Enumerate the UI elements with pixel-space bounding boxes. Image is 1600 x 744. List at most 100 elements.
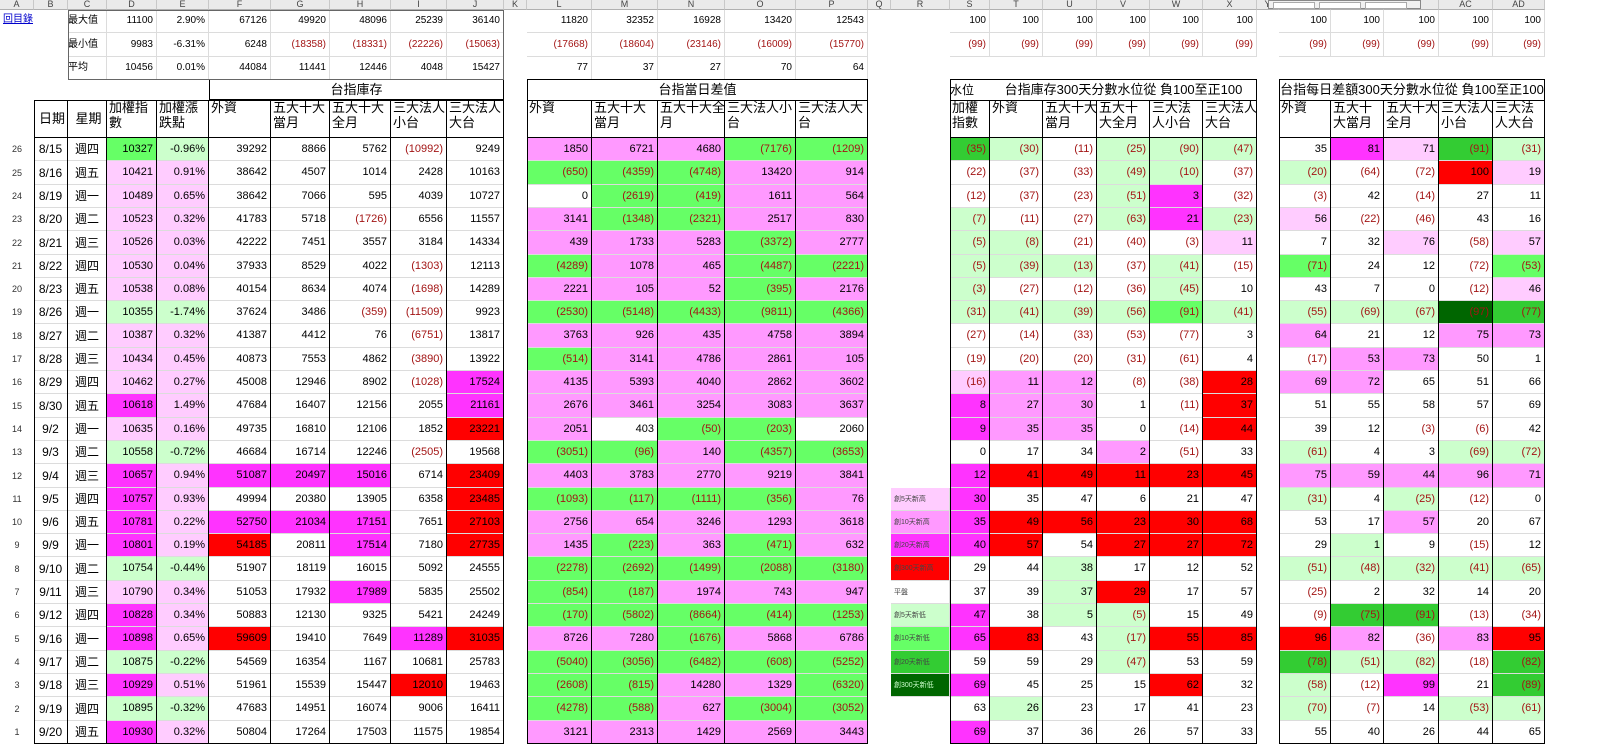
cell-z[interactable]: 69 <box>1279 371 1331 394</box>
cell-x[interactable]: 57 <box>1203 581 1257 604</box>
cell-j[interactable]: 9923 <box>447 301 504 324</box>
cell-ad[interactable]: (89) <box>1493 674 1545 697</box>
cell-e[interactable]: 0.65% <box>157 185 209 208</box>
row-number[interactable]: 24 <box>0 185 34 208</box>
cell-v[interactable]: 27 <box>1097 534 1150 557</box>
cell-i[interactable]: 6358 <box>391 488 447 511</box>
row-number[interactable]: 4 <box>0 651 34 674</box>
cell-p[interactable]: 632 <box>796 534 868 557</box>
cell-n[interactable]: (4748) <box>658 161 725 185</box>
cell-w[interactable]: 17 <box>1150 581 1203 604</box>
cell-x[interactable]: 68 <box>1203 511 1257 534</box>
cell-e[interactable]: 1.49% <box>157 394 209 418</box>
cell-p[interactable]: 3894 <box>796 324 868 348</box>
cell-u[interactable]: 37 <box>1043 581 1097 604</box>
cell-b[interactable]: 8/29 <box>34 371 68 394</box>
cell-aa[interactable]: 21 <box>1331 324 1384 348</box>
cell-s[interactable]: 40 <box>950 534 990 557</box>
cell-ac[interactable]: (12) <box>1439 488 1493 511</box>
cell-d[interactable]: 10421 <box>107 161 157 185</box>
cell-ab[interactable]: (82) <box>1384 651 1439 674</box>
cell-p[interactable]: (3180) <box>796 557 868 581</box>
column-header-n[interactable]: N <box>658 0 725 10</box>
row-number[interactable]: 26 <box>0 138 34 161</box>
column-header-g[interactable]: G <box>271 0 330 10</box>
cell-e[interactable]: 0.65% <box>157 627 209 651</box>
cell-ad[interactable]: 42 <box>1493 418 1545 441</box>
row-number[interactable]: 3 <box>0 674 34 697</box>
cell-l[interactable]: (650) <box>527 161 592 185</box>
cell-x[interactable]: 32 <box>1203 674 1257 697</box>
cell-t[interactable]: 57 <box>990 534 1043 557</box>
cell-c[interactable]: 週四 <box>68 488 107 511</box>
cell-h[interactable]: 15447 <box>330 674 391 697</box>
cell-x[interactable]: 47 <box>1203 488 1257 511</box>
cell-s[interactable]: 9 <box>950 418 990 441</box>
row-number[interactable]: 25 <box>0 161 34 185</box>
column-header-f[interactable]: F <box>209 0 271 10</box>
cell-g[interactable]: 5718 <box>271 208 330 231</box>
row-number[interactable]: 20 <box>0 278 34 301</box>
cell-m[interactable]: 7280 <box>592 627 658 651</box>
cell-v[interactable]: (31) <box>1097 348 1150 371</box>
cell-z[interactable]: (51) <box>1279 557 1331 581</box>
cell-d[interactable]: 10754 <box>107 557 157 581</box>
cell-e[interactable]: 0.27% <box>157 371 209 394</box>
cell-e[interactable]: -0.22% <box>157 651 209 674</box>
row-number[interactable]: 13 <box>0 441 34 464</box>
cell-m[interactable]: 926 <box>592 324 658 348</box>
column-header-a[interactable]: A <box>0 0 34 10</box>
cell-l[interactable]: 1435 <box>527 534 592 557</box>
cell-p[interactable]: 6786 <box>796 627 868 651</box>
cell-v[interactable]: (5) <box>1097 604 1150 627</box>
cell-p[interactable]: (1253) <box>796 604 868 627</box>
cell-n[interactable]: 3254 <box>658 394 725 418</box>
cell-n[interactable]: (6482) <box>658 651 725 674</box>
cell-n[interactable]: 140 <box>658 441 725 464</box>
column-header-i[interactable]: I <box>391 0 447 10</box>
cell-g[interactable]: 16354 <box>271 651 330 674</box>
cell-ab[interactable]: (14) <box>1384 185 1439 208</box>
cell-ab[interactable]: 99 <box>1384 674 1439 697</box>
cell-l[interactable]: (854) <box>527 581 592 604</box>
cell-b[interactable]: 9/16 <box>34 627 68 651</box>
cell-j[interactable]: 31035 <box>447 627 504 651</box>
cell-f[interactable]: 37624 <box>209 301 271 324</box>
cell-c[interactable]: 週二 <box>68 557 107 581</box>
cell-n[interactable]: 1429 <box>658 721 725 744</box>
cell-h[interactable]: 15016 <box>330 464 391 488</box>
row-number[interactable]: 23 <box>0 208 34 231</box>
cell-u[interactable]: 47 <box>1043 488 1097 511</box>
cell-aa[interactable]: 24 <box>1331 255 1384 278</box>
signal-tag[interactable]: 創20天新低 <box>891 651 950 674</box>
cell-ab[interactable]: (67) <box>1384 301 1439 324</box>
cell-d[interactable]: 10757 <box>107 488 157 511</box>
column-header-v[interactable]: V <box>1097 0 1150 10</box>
cell-j[interactable]: 10727 <box>447 185 504 208</box>
cell-ad[interactable]: (77) <box>1493 301 1545 324</box>
cell-f[interactable]: 52750 <box>209 511 271 534</box>
cell-ac[interactable]: 20 <box>1439 511 1493 534</box>
cell-d[interactable]: 10930 <box>107 721 157 744</box>
cell-x[interactable]: (23) <box>1203 208 1257 231</box>
cell-w[interactable]: 23 <box>1150 464 1203 488</box>
cell-v[interactable]: (56) <box>1097 301 1150 324</box>
cell-f[interactable]: 41387 <box>209 324 271 348</box>
cell-g[interactable]: 7451 <box>271 231 330 255</box>
cell-f[interactable]: 54569 <box>209 651 271 674</box>
cell-i[interactable]: (3890) <box>391 348 447 371</box>
cell-j[interactable]: 23485 <box>447 488 504 511</box>
cell-l[interactable]: 3121 <box>527 721 592 744</box>
cell-f[interactable]: 40154 <box>209 278 271 301</box>
cell-ad[interactable]: (61) <box>1493 697 1545 721</box>
cell-e[interactable]: -0.96% <box>157 138 209 161</box>
cell-ac[interactable]: (97) <box>1439 301 1493 324</box>
cell-x[interactable]: (32) <box>1203 185 1257 208</box>
cell-m[interactable]: 1078 <box>592 255 658 278</box>
cell-m[interactable]: (187) <box>592 581 658 604</box>
cell-d[interactable]: 10538 <box>107 278 157 301</box>
cell-t[interactable]: 35 <box>990 488 1043 511</box>
row-number[interactable]: 7 <box>0 581 34 604</box>
cell-f[interactable]: 51907 <box>209 557 271 581</box>
cell-i[interactable]: (10992) <box>391 138 447 161</box>
